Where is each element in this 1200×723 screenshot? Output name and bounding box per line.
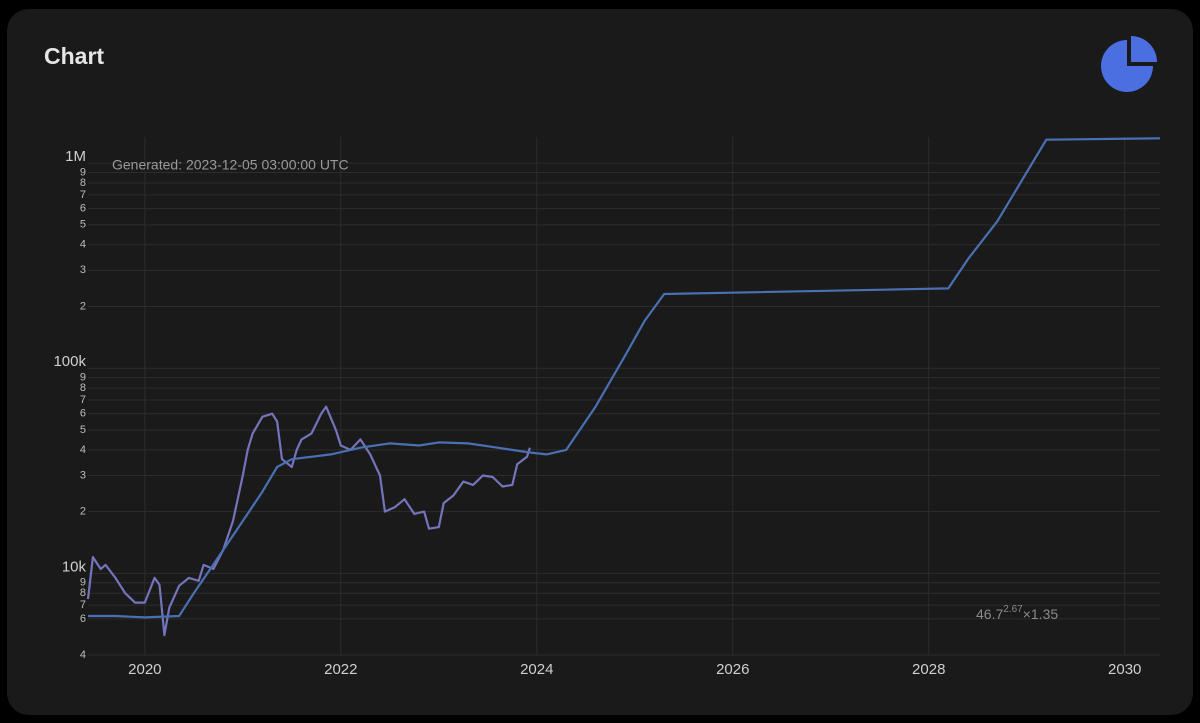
x-tick-label: 2026: [716, 661, 749, 678]
formula-factor: ×1.35: [1023, 606, 1059, 622]
y-tick-label: 9: [80, 166, 86, 178]
y-tick-label: 1M: [65, 148, 86, 165]
y-tick-label: 4: [80, 239, 86, 251]
annotation: Generated: 2023-12-05 03:00:00 UTC: [112, 157, 349, 173]
y-tick-label: 8: [80, 382, 86, 394]
y-tick-label: 8: [80, 177, 86, 189]
y-tick-label: 9: [80, 372, 86, 384]
formula-exponent: 2.67: [1003, 604, 1023, 615]
x-tick-label: 2030: [1108, 661, 1141, 678]
y-tick-label: 6: [80, 613, 86, 625]
series-line: [86, 405, 531, 637]
card: [7, 9, 1193, 715]
y-tick-label: 7: [80, 189, 86, 201]
y-tick-label: 3: [80, 469, 86, 481]
x-tick-label: 2020: [128, 661, 161, 678]
card-title: Chart: [44, 43, 104, 69]
y-tick-label: 6: [80, 202, 86, 214]
y-tick-label: 9: [80, 577, 86, 589]
formula-base: 46.7: [976, 606, 1003, 622]
y-tick-label: 6: [80, 408, 86, 420]
chart-type-icon[interactable]: [1101, 36, 1157, 92]
y-tick-label: 4: [80, 444, 86, 456]
y-tick-label: 10k: [62, 558, 87, 575]
y-tick-label: 8: [80, 587, 86, 599]
y-tick-label: 7: [80, 394, 86, 406]
y-tick-label: 4: [80, 649, 86, 661]
y-tick-label: 7: [80, 599, 86, 611]
y-tick-label: 5: [80, 219, 86, 231]
x-tick-label: 2022: [324, 661, 357, 678]
y-tick-label: 5: [80, 424, 86, 436]
formula: 46.72.67×1.35: [976, 604, 1058, 622]
y-tick-label: 2: [80, 300, 86, 312]
x-tick-label: 2028: [912, 661, 945, 678]
y-tick-label: 100k: [53, 353, 86, 370]
y-tick-label: 2: [80, 506, 86, 518]
series-line: [88, 137, 1161, 619]
y-tick-label: 3: [80, 264, 86, 276]
x-tick-label: 2024: [520, 661, 553, 678]
